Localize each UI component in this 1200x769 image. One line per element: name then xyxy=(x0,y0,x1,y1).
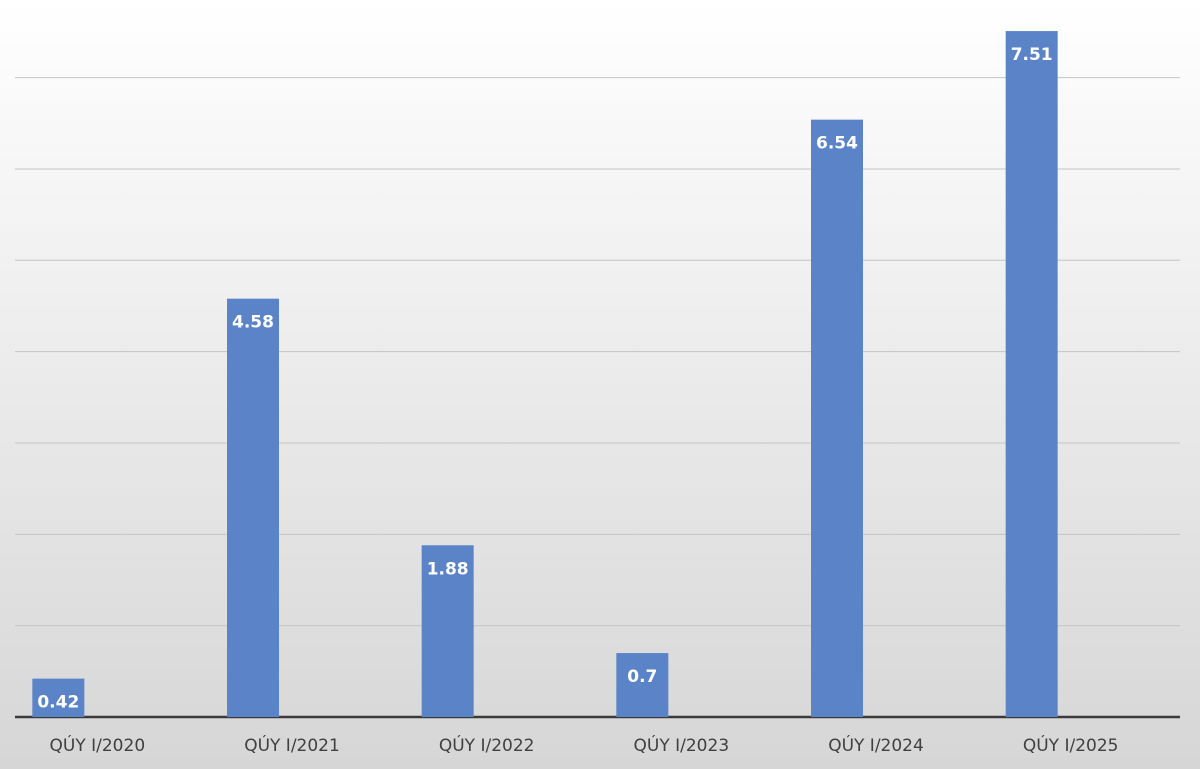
value-label: 4.58 xyxy=(232,313,274,333)
bar xyxy=(227,298,279,717)
value-label: 0.7 xyxy=(627,667,657,687)
x-tick-label: QÚY I/2024 xyxy=(828,734,924,756)
value-label: 6.54 xyxy=(816,134,858,154)
bar xyxy=(32,678,85,717)
value-label: 7.51 xyxy=(1011,45,1053,65)
x-tick-label: QÚY I/2020 xyxy=(50,734,146,756)
bar xyxy=(1005,31,1058,718)
value-label: 1.88 xyxy=(427,559,469,579)
value-label: 0.42 xyxy=(37,693,79,713)
x-tick-label: QÚY I/2023 xyxy=(634,734,730,756)
bar xyxy=(421,545,474,717)
x-tick-label: QÚY I/2021 xyxy=(244,734,340,756)
bar xyxy=(811,119,863,718)
x-tick-label: QÚY I/2025 xyxy=(1023,734,1119,756)
bar xyxy=(616,653,669,717)
x-tick-label: QÚY I/2022 xyxy=(439,734,535,756)
